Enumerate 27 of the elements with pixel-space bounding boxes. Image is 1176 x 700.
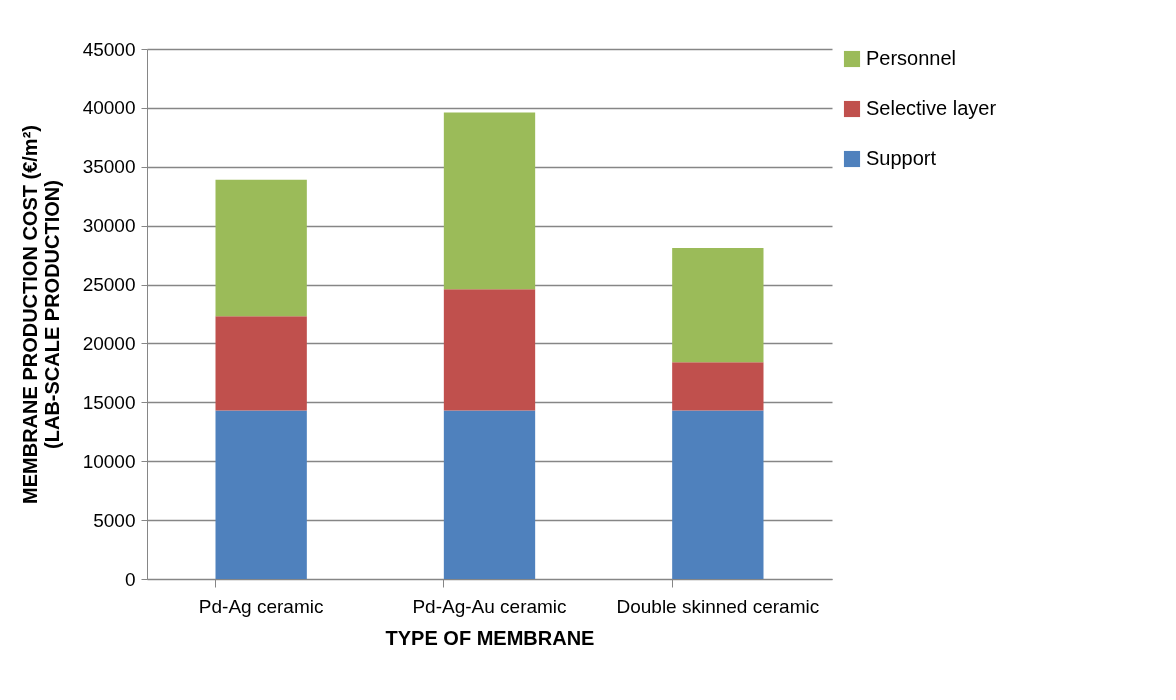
- bar: [215, 179, 307, 317]
- y-tick-label: 35000: [82, 156, 136, 178]
- bar: [443, 112, 536, 290]
- x-tick-label: Double skinned ceramic: [616, 595, 820, 617]
- x-tick-label: Pd-Ag-Au ceramic: [412, 595, 567, 617]
- bar: [672, 362, 764, 411]
- y-tick-label: 40000: [82, 97, 136, 119]
- y-tick-label: 45000: [82, 38, 136, 60]
- x-tick-label: Pd-Ag ceramic: [198, 595, 324, 617]
- bar: [443, 289, 536, 411]
- bar: [672, 248, 764, 363]
- bar: [215, 410, 307, 579]
- bar: [215, 316, 307, 411]
- legend-label: Personnel: [866, 47, 957, 69]
- y-axis-title: MEMBRANE PRODUCTION COST (€/m²) (LAB-SCALE PRODUCTION): [18, 125, 63, 504]
- y-tick-label: 5000: [93, 509, 136, 531]
- legend-label: Selective layer: [866, 97, 997, 119]
- y-tick-label: 25000: [82, 274, 136, 296]
- y-tick-label: 30000: [82, 215, 136, 237]
- x-axis-title: TYPE OF MEMBRANE: [385, 626, 595, 649]
- legend-label: Support: [866, 147, 937, 169]
- y-tick-label: 15000: [82, 391, 136, 413]
- bar: [672, 410, 764, 579]
- y-tick-label: 0: [124, 568, 136, 590]
- y-tick-label: 10000: [82, 450, 136, 472]
- y-tick-label: 20000: [82, 332, 136, 354]
- bar: [443, 410, 536, 579]
